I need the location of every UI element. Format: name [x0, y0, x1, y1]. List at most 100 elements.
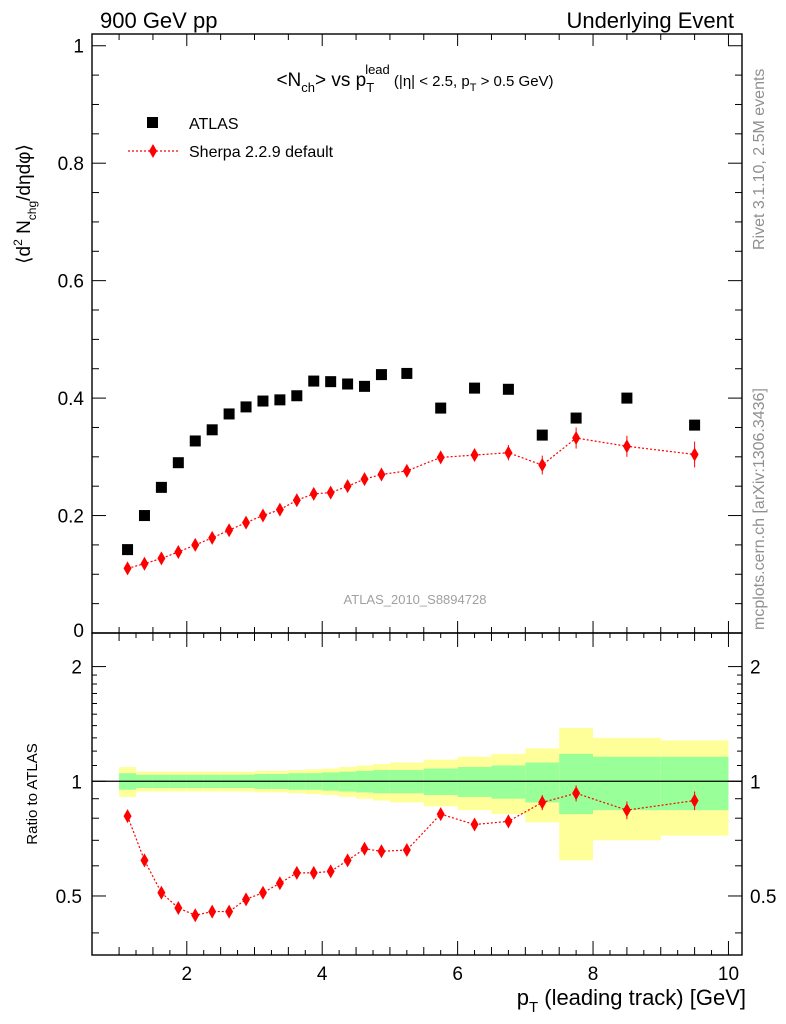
atlas-point [122, 544, 134, 556]
sherpa-ratio-point [343, 853, 352, 868]
atlas-point [536, 429, 548, 441]
x-tick-label: 4 [317, 964, 328, 985]
main-plot-title: <Nch> vs pTlead (|η| < 2.5, pT > 0.5 GeV… [276, 62, 553, 95]
sherpa-point [343, 479, 352, 494]
sherpa-ratio-point [242, 892, 251, 907]
legend-sherpa-label: Sherpa 2.2.9 default [189, 144, 334, 161]
ratio-y-tick-label: 0.5 [56, 887, 82, 908]
sherpa-ratio-point [309, 865, 318, 880]
main-plot-panel: 0.2 0.4 0.6 0.8 1 0 ATLAS_2010_S8894728 <Nch>… [11, 33, 743, 642]
sherpa-point [157, 551, 166, 566]
atlas-point [621, 392, 633, 404]
atlas-point [308, 375, 320, 387]
sherpa-point [208, 530, 217, 545]
sherpa-ratio-line [126, 792, 695, 916]
rivet-version-label: Rivet 3.1.10, 2.5M events [751, 69, 768, 250]
sherpa-ratio-point [174, 900, 183, 915]
ratio-y-tick-label: 2 [71, 658, 82, 679]
sherpa-point [360, 472, 369, 487]
x-tick-label: 2 [182, 964, 193, 985]
sherpa-ratio-point [470, 817, 479, 832]
sherpa-point [470, 448, 479, 463]
sherpa-ratio-point [326, 864, 335, 879]
main-y-tick-label: 1 [73, 37, 84, 58]
sherpa-point [309, 486, 318, 501]
sherpa-ratio-point [208, 904, 217, 919]
main-plot-marks [122, 367, 701, 576]
header-left-label: 900 GeV pp [100, 8, 217, 33]
atlas-point [274, 394, 286, 406]
sherpa-ratio-point [504, 814, 513, 829]
ratio-inner-band [457, 767, 492, 797]
sherpa-ratio-point [292, 865, 301, 880]
sherpa-ratio-point [436, 807, 445, 822]
sherpa-point [225, 523, 234, 538]
sherpa-ratio-point [140, 853, 149, 868]
atlas-point [172, 457, 184, 469]
sherpa-ratio-point [572, 786, 581, 801]
ratio-inner-band [559, 753, 594, 815]
sherpa-point [402, 463, 411, 478]
ratio-y-tick-label-right: 2 [750, 658, 761, 679]
sherpa-point [123, 561, 132, 576]
main-y-tick-label: 0.8 [58, 154, 84, 175]
atlas-point [342, 378, 354, 390]
x-tick-label: 10 [718, 964, 739, 985]
legend-atlas-marker [147, 117, 158, 128]
sherpa-point [436, 450, 445, 465]
sherpa-point [572, 431, 581, 446]
atlas-point [469, 382, 481, 394]
sherpa-ratio-point [360, 841, 369, 856]
main-y-tick-label: 0.6 [58, 272, 84, 293]
sherpa-point [258, 508, 267, 523]
sherpa-ratio-point [275, 876, 284, 891]
ratio-inner-band [593, 756, 661, 811]
ratio-inner-band [491, 765, 526, 799]
x-tick-label: 6 [452, 964, 463, 985]
ratio-plot-marks [123, 785, 699, 923]
atlas-point [206, 424, 218, 436]
sherpa-ratio-point [258, 885, 267, 900]
x-axis-label: pT (leading track) [GeV] [517, 985, 746, 1016]
sherpa-point [326, 485, 335, 500]
main-y-tick-label: 0.4 [58, 389, 85, 410]
atlas-point [257, 395, 269, 407]
atlas-point [291, 390, 303, 402]
sherpa-point [690, 447, 699, 462]
sherpa-ratio-point [123, 809, 132, 824]
sherpa-point [622, 439, 631, 454]
sherpa-series-line [127, 437, 695, 569]
main-y-tick-label: 0.2 [58, 507, 84, 528]
sherpa-point [292, 493, 301, 508]
atlas-point [435, 402, 447, 414]
sherpa-ratio-point [191, 908, 200, 923]
ratio-plot-frame [91, 632, 743, 956]
atlas-point [570, 412, 582, 424]
header-right-label: Underlying Event [566, 8, 734, 33]
sherpa-ratio-point [157, 885, 166, 900]
atlas-point [189, 435, 201, 447]
ratio-y-tick-label: 1 [71, 772, 82, 793]
analysis-watermark: ATLAS_2010_S8894728 [344, 592, 487, 607]
ratio-uncertainty-bands [92, 727, 742, 861]
atlas-point [325, 376, 337, 388]
sherpa-point [275, 502, 284, 517]
atlas-point [689, 419, 701, 431]
atlas-point [223, 408, 235, 420]
sherpa-point [191, 537, 200, 552]
sherpa-ratio-point [690, 793, 699, 808]
sherpa-point [377, 467, 386, 482]
sherpa-point [538, 458, 547, 473]
legend-atlas-label: ATLAS [189, 116, 239, 133]
sherpa-ratio-point [538, 795, 547, 810]
ratio-axis-ticks: 0.5 0.5 1 1 2 2 2 4 6 8 10 [56, 633, 776, 985]
ratio-y-tick-label-right: 0.5 [750, 887, 776, 908]
sherpa-ratio-point [622, 803, 631, 818]
sherpa-ratio-point [377, 844, 386, 859]
main-y-tick-label-zero: 0 [73, 621, 84, 642]
sherpa-point [140, 556, 149, 571]
main-axis-ticks: 0.2 0.4 0.6 0.8 1 0 [58, 34, 742, 642]
sherpa-ratio-point [225, 904, 234, 919]
atlas-point [138, 510, 150, 522]
